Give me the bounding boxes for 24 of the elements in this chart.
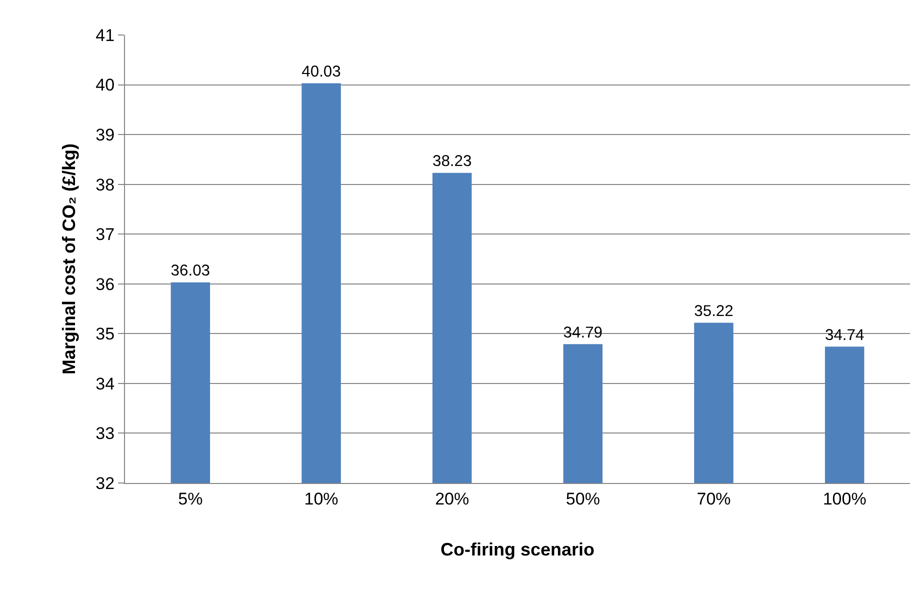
data-label: 34.74 (824, 326, 864, 344)
y-tick-label: 40 (96, 76, 115, 95)
x-tick-label: 50% (566, 489, 600, 508)
y-tick-label: 39 (96, 126, 115, 145)
x-tick-label: 70% (696, 489, 731, 508)
x-tick-label: 100% (822, 489, 866, 508)
data-label: 34.79 (563, 324, 603, 342)
data-label: 36.03 (170, 262, 210, 280)
x-axis-title: Co-firing scenario (440, 540, 595, 560)
y-tick-label: 36 (96, 274, 115, 294)
x-tick-label: 5% (178, 489, 203, 508)
y-tick-label: 33 (96, 424, 115, 444)
y-tick-label: 37 (96, 225, 115, 244)
y-axis-title: Marginal cost of CO₂ (£/kg) (58, 143, 79, 375)
y-tick-label: 41 (96, 26, 115, 45)
data-label: 38.23 (432, 153, 472, 170)
x-tick-label: 10% (304, 489, 338, 508)
y-tick-label: 32 (96, 474, 115, 493)
x-tick-label: 20% (435, 489, 470, 508)
y-tick-label: 34 (96, 374, 115, 394)
data-label: 40.03 (302, 64, 342, 81)
data-label: 35.22 (694, 303, 734, 320)
y-tick-label: 38 (96, 175, 115, 194)
y-tick-label: 35 (96, 324, 115, 344)
